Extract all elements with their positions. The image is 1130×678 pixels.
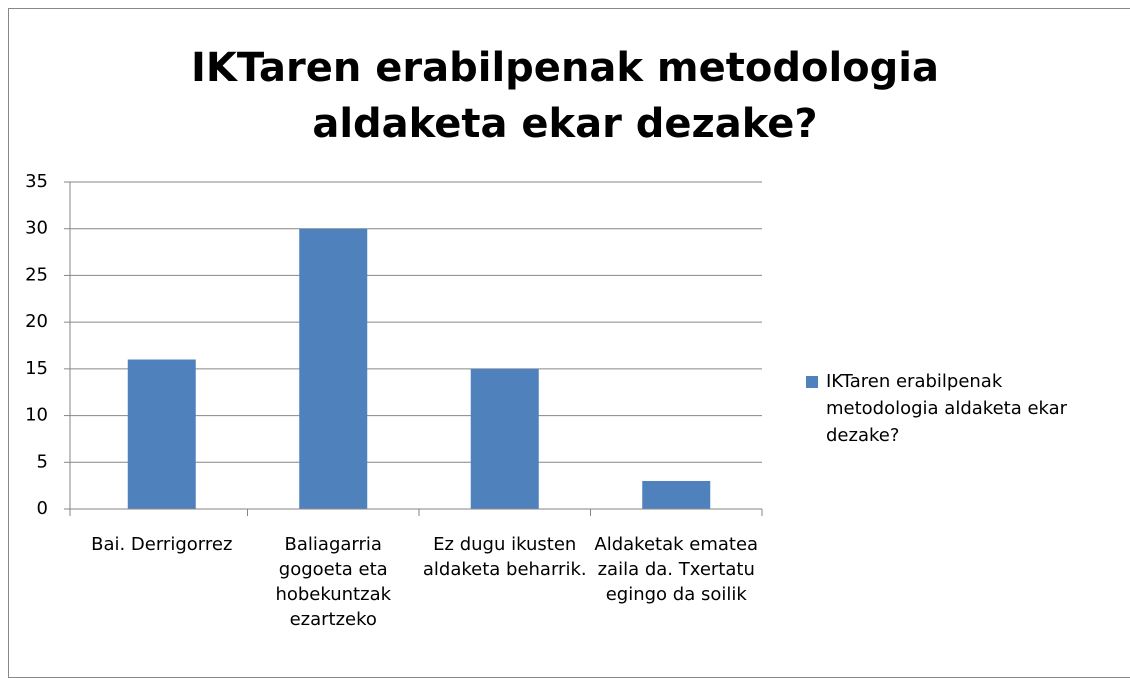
legend-label: IKTaren erabilpenak metodologia aldaketa…	[826, 371, 1068, 446]
bar	[127, 359, 196, 509]
y-tick-label: 0	[37, 498, 48, 519]
x-tick-label: Ez dugu ikusten aldaketa beharrik.	[422, 534, 587, 580]
legend-swatch	[806, 376, 818, 388]
y-tick-label: 25	[25, 264, 48, 285]
x-tick-label: Bai. Derrigorrez	[91, 534, 233, 555]
bar	[299, 228, 368, 509]
bar	[642, 480, 711, 509]
bar	[470, 368, 539, 509]
y-tick-label: 20	[25, 311, 48, 332]
y-tick-label: 15	[25, 358, 48, 379]
legend: IKTaren erabilpenak metodologia aldaketa…	[806, 368, 1116, 449]
chart-title: IKTaren erabilpenak metodologia aldaketa…	[191, 45, 939, 147]
y-tick-label: 35	[25, 171, 48, 192]
y-tick-label: 30	[25, 218, 48, 239]
x-tick-label: Aldaketak ematea zaila da. Txertatu egin…	[594, 534, 759, 605]
x-tick-label: Baliagarria gogoeta eta hobekuntzak ezar…	[275, 534, 392, 630]
y-tick-label: 10	[25, 405, 48, 426]
y-tick-label: 5	[37, 451, 48, 472]
